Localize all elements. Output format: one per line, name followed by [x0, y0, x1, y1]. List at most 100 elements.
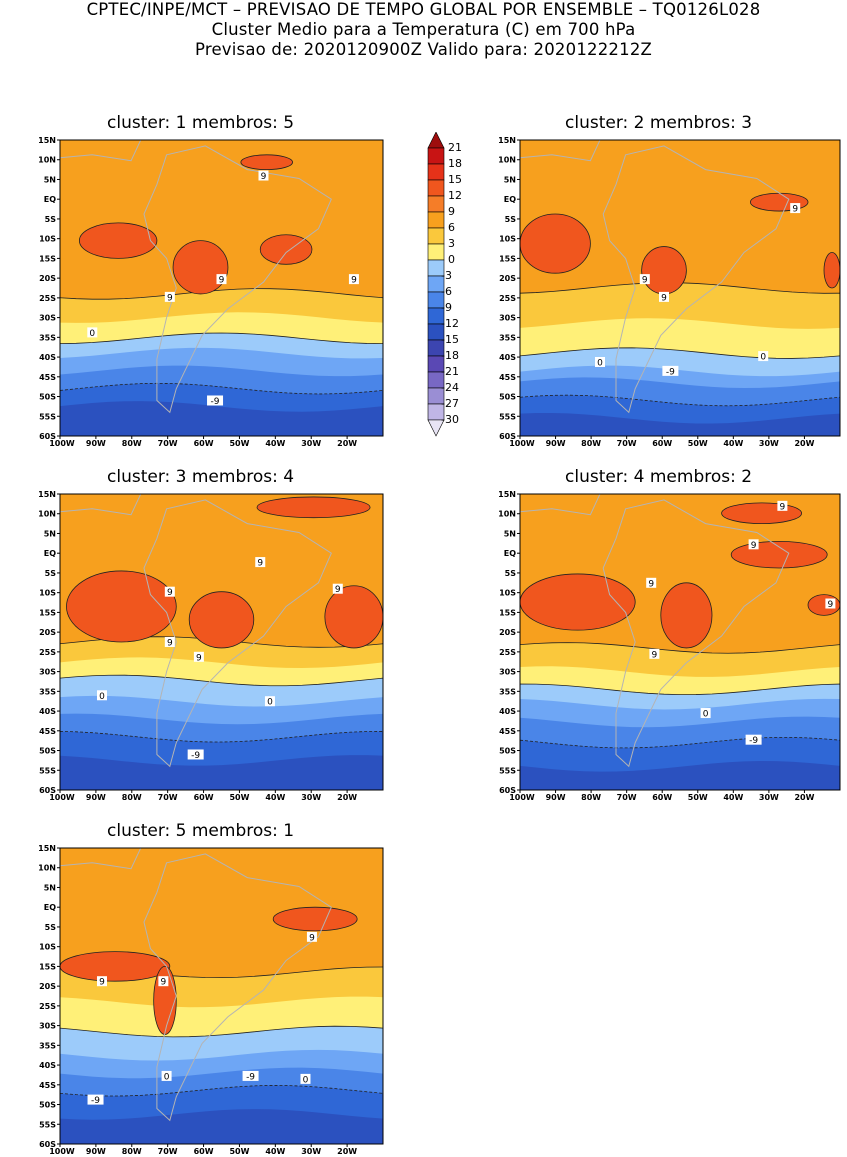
- header-line-2: Cluster Medio para a Temperatura (C) em …: [211, 20, 636, 39]
- contour-label: 9: [751, 541, 757, 551]
- colorbar-swatch: [427, 131, 445, 149]
- lat-tick-label: 5N: [44, 883, 56, 892]
- lat-tick-label: 25S: [39, 294, 56, 303]
- colorbar-swatch: [427, 147, 445, 165]
- contour-label-box: [306, 931, 317, 942]
- contour-label: 9: [167, 588, 173, 598]
- lat-tick-label: 30S: [39, 1022, 56, 1031]
- hot-patch: [78, 222, 158, 259]
- lat-tick-label: 5S: [45, 923, 57, 932]
- contour-label: 0: [703, 710, 709, 720]
- lon-tick-label: 40W: [265, 1147, 285, 1156]
- contour-line: [60, 288, 383, 300]
- contour-label-box: [646, 577, 657, 588]
- lat-tick-label: EQ: [44, 903, 56, 912]
- colorbar-label: 21: [448, 141, 462, 154]
- lon-tick-label: 30W: [301, 439, 321, 448]
- hot-patch: [256, 496, 371, 519]
- contour-label: 9: [335, 585, 341, 595]
- contour-label-box: [258, 170, 269, 181]
- contour-label-box: [96, 690, 107, 701]
- colorbar-label: -6: [441, 285, 452, 298]
- lat-tick-label: 35S: [39, 1041, 56, 1050]
- panel-title: cluster: 1 membros: 5: [107, 113, 295, 133]
- contour-label: 0: [99, 692, 105, 702]
- lat-tick-label: 35S: [39, 333, 56, 342]
- lat-tick-label: 15N: [498, 490, 516, 499]
- map-frame: [59, 847, 384, 1145]
- land-outline: [602, 499, 790, 768]
- contour-line-dashed: [60, 1085, 383, 1097]
- contour-label: -9: [246, 1072, 255, 1082]
- header-line-1: CPTEC/INPE/MCT – PREVISAO DE TEMPO GLOBA…: [86, 0, 761, 19]
- lon-tick-label: 30W: [301, 1147, 321, 1156]
- lat-tick-label: EQ: [504, 195, 516, 204]
- lat-tick-label: 10N: [38, 864, 56, 873]
- contour-label: 9: [792, 205, 798, 215]
- lon-tick-label: 70W: [158, 439, 178, 448]
- lat-tick-label: 15N: [38, 136, 56, 145]
- lat-tick-label: 45S: [39, 1081, 56, 1090]
- contour-label-box: [659, 291, 669, 302]
- colorbar-label: -18: [441, 349, 459, 362]
- contour-label-box: [207, 395, 224, 406]
- lat-tick-label: 40S: [39, 707, 56, 716]
- lat-tick-label: 15N: [38, 844, 56, 853]
- temperature-band: [60, 401, 383, 436]
- colorbar-swatch: [427, 243, 445, 261]
- colorbar: 21 18 15 12 9 6 3 0 -3 -6 -9 -12 -15 -18 -21 -24 -27 -30: [418, 131, 478, 444]
- lat-tick-label: 20S: [499, 628, 516, 637]
- lon-tick-label: 60W: [194, 793, 214, 802]
- hot-patch: [272, 906, 358, 932]
- lon-tick-label: 100W: [509, 793, 535, 802]
- temperature-band: [520, 761, 840, 790]
- lon-tick-label: 60W: [194, 1147, 214, 1156]
- lon-tick-label: 30W: [759, 439, 779, 448]
- lat-tick-label: EQ: [44, 195, 56, 204]
- lat-tick-label: 40S: [39, 353, 56, 362]
- lon-tick-label: 80W: [581, 439, 601, 448]
- lon-tick-label: 40W: [265, 793, 285, 802]
- lat-tick-label: 10S: [39, 589, 56, 598]
- contour-line-dashed: [60, 382, 383, 395]
- colorbar-swatch: [427, 163, 445, 181]
- lon-tick-label: 100W: [49, 1147, 75, 1156]
- lat-tick-label: 30S: [39, 668, 56, 677]
- hot-patch: [520, 213, 591, 274]
- contour-label-box: [164, 586, 175, 597]
- lat-tick-label: 60S: [39, 1140, 56, 1149]
- lat-tick-label: 10S: [499, 235, 516, 244]
- contour-line: [520, 642, 840, 654]
- contour-label: 9: [219, 276, 225, 286]
- lon-tick-label: 100W: [49, 439, 75, 448]
- map-frame: [59, 493, 384, 791]
- lon-tick-label: 80W: [581, 793, 601, 802]
- colorbar-swatch: [427, 195, 445, 213]
- map-frame: [519, 493, 841, 791]
- lon-tick-label: 40W: [723, 439, 743, 448]
- lat-tick-label: 30S: [39, 314, 56, 323]
- contour-label: 0: [303, 1075, 309, 1085]
- colorbar-label: -27: [441, 397, 459, 410]
- contour-label-box: [777, 500, 788, 511]
- lat-tick-label: 60S: [39, 432, 56, 441]
- lat-tick-label: 5N: [504, 175, 516, 184]
- contour-line-dashed: [60, 731, 383, 743]
- lat-tick-label: 30S: [499, 668, 516, 677]
- contour-line: [520, 347, 840, 359]
- lat-tick-label: 45S: [39, 373, 56, 382]
- lon-tick-label: 20W: [337, 1147, 357, 1156]
- contour-label-box: [164, 291, 175, 302]
- lon-tick-label: 90W: [546, 793, 566, 802]
- contour-label-box: [595, 357, 605, 367]
- figure-header: CPTEC/INPE/MCT – PREVISAO DE TEMPO GLOBA…: [0, 0, 847, 60]
- contour-label: 0: [597, 359, 603, 369]
- contour-label: 9: [261, 172, 267, 182]
- contour-label: 9: [257, 559, 263, 569]
- lon-tick-label: 90W: [546, 439, 566, 448]
- colorbar-label: -21: [441, 365, 459, 378]
- land-outline: [602, 145, 790, 414]
- lat-tick-label: 5N: [504, 529, 516, 538]
- land-outline: [143, 145, 332, 414]
